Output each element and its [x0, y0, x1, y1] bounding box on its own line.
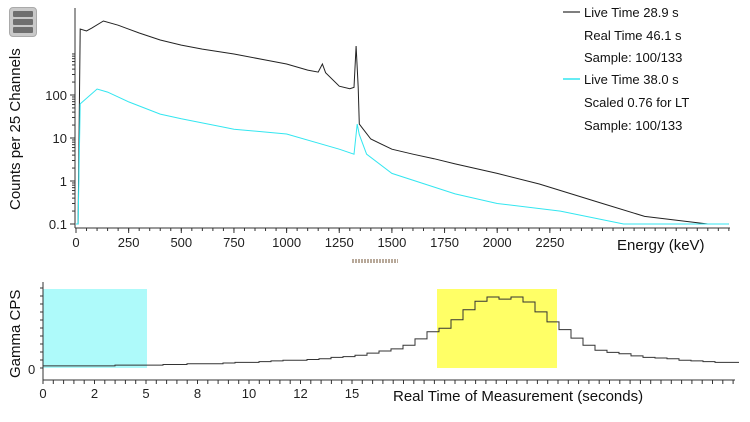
y-axis-label: Counts per 25 Channels	[7, 48, 24, 210]
y-axis-label: Gamma CPS	[7, 290, 24, 378]
x-tick-label: 5	[142, 386, 149, 401]
menu-button[interactable]	[9, 7, 37, 37]
y-tick-label: 10	[53, 131, 67, 146]
spectrum-chart: 0 250 500 750 1000 1250 1500 1750 2000 2250 0.1 1 10…	[7, 5, 730, 254]
hamburger-menu-icon	[13, 11, 33, 17]
background-region-highlight[interactable]	[43, 289, 147, 368]
legend: Live Time 28.9 s Real Time 46.1 s Sample…	[563, 5, 689, 133]
x-axis-label: Energy (keV)	[617, 237, 705, 254]
x-tick-label: 0	[72, 235, 79, 250]
legend-line: Sample: 100/133	[584, 118, 682, 133]
x-tick-label: 2250	[535, 235, 564, 250]
x-tick-label: 500	[170, 235, 192, 250]
x-tick-label: 2000	[483, 235, 512, 250]
gamma-cps-line	[43, 296, 739, 367]
x-tick-label: 2	[91, 386, 98, 401]
x-tick-label: 0	[39, 386, 46, 401]
foreground-region-highlight[interactable]	[437, 289, 557, 368]
spectrum-series-2	[76, 88, 729, 225]
legend-line: Live Time 38.0 s	[584, 72, 679, 87]
x-tick-label: 250	[118, 235, 140, 250]
spectrum-series-1	[76, 20, 729, 225]
x-tick-label: 750	[223, 235, 245, 250]
x-tick-label: 12	[293, 386, 307, 401]
x-tick-label: 8	[194, 386, 201, 401]
y-tick-label: 0	[28, 362, 35, 377]
legend-line: Scaled 0.76 for LT	[584, 95, 689, 110]
legend-line: Real Time 46.1 s	[584, 28, 682, 43]
time-history-chart: 0 2 5 8 10 12 15 Gamma CPS 0 Real Time of Meas…	[7, 282, 739, 405]
x-axis-label: Real Time of Measurement (seconds)	[393, 388, 643, 405]
x-tick-label: 10	[242, 386, 256, 401]
x-tick-label: 1250	[325, 235, 354, 250]
x-tick-label: 1750	[430, 235, 459, 250]
x-tick-label: 15	[345, 386, 359, 401]
legend-line: Sample: 100/133	[584, 50, 682, 65]
resize-splitter-handle[interactable]	[352, 259, 398, 263]
x-tick-label: 1000	[272, 235, 301, 250]
legend-line: Live Time 28.9 s	[584, 5, 679, 20]
y-tick-label: 100	[45, 88, 67, 103]
x-tick-label: 1500	[377, 235, 406, 250]
y-tick-label: 0.1	[49, 217, 67, 232]
y-tick-label: 1	[60, 174, 67, 189]
